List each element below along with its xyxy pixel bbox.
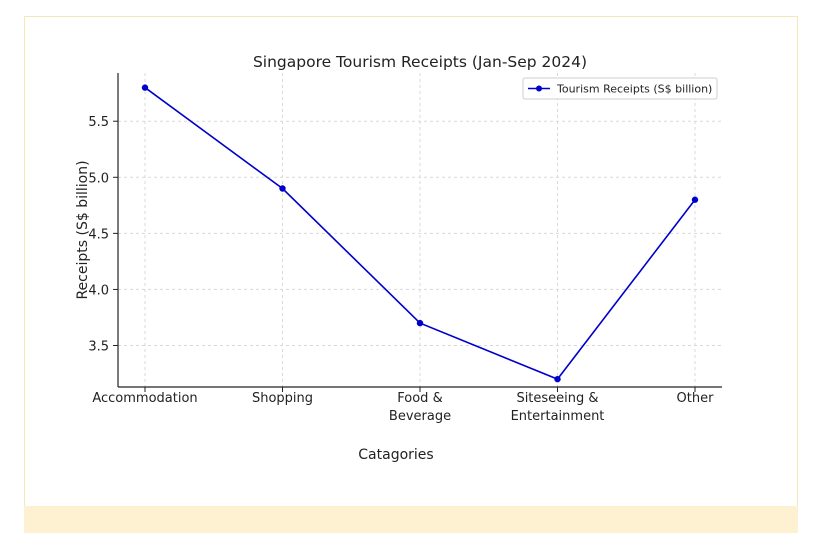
x-tick-label: Shopping [252, 391, 313, 406]
y-tick-label: 4.0 [88, 283, 109, 298]
x-tick-label-line: Accommodation [92, 391, 197, 406]
data-point [279, 185, 286, 192]
legend-marker-swatch [536, 85, 542, 92]
x-tick-label: Accommodation [92, 391, 197, 406]
data-point [141, 84, 149, 91]
chart-frame [24, 16, 798, 533]
frame-bottom-strip [24, 506, 798, 533]
x-tick-label-line: Food & [397, 391, 442, 406]
x-tick-label-line: Other [677, 391, 715, 406]
legend-entry-label: Tourism Receipts (S$ billion) [556, 83, 712, 96]
y-tick-label: 3.5 [88, 340, 109, 355]
data-point [554, 375, 561, 383]
y-tick-label: 4.5 [88, 227, 109, 242]
x-axis-label: Catagories [358, 447, 433, 463]
y-tick-label: 5.5 [88, 115, 109, 130]
legend-box [522, 77, 718, 100]
chart-title: Singapore Tourism Receipts (Jan-Sep 2024… [253, 53, 587, 71]
x-tick-label-line: Siteseeing & [516, 391, 598, 406]
x-tick-label-line: Beverage [389, 409, 451, 424]
x-tick-label-line: Entertainment [511, 409, 605, 424]
grid [118, 73, 722, 387]
y-tick-label: 5.0 [88, 171, 109, 186]
legend: Tourism Receipts (S$ billion) [522, 77, 718, 100]
x-tick-label: Food & Beverage [389, 391, 451, 424]
y-axis-label: Receipts (S$ billion) [75, 160, 91, 299]
y-axis-ticks: 3.5 4.0 4.5 5.0 5.5 [88, 115, 118, 355]
x-tick-label-line: Shopping [252, 391, 313, 406]
data-point [416, 319, 424, 327]
series-layer [141, 84, 699, 383]
x-axis-ticks: Accommodation Shopping Food & Beverage Sites… [92, 387, 714, 424]
x-tick-label: Other [677, 391, 715, 406]
x-tick-label: Siteseeing & Entertainment [511, 391, 605, 424]
data-point [691, 196, 699, 203]
